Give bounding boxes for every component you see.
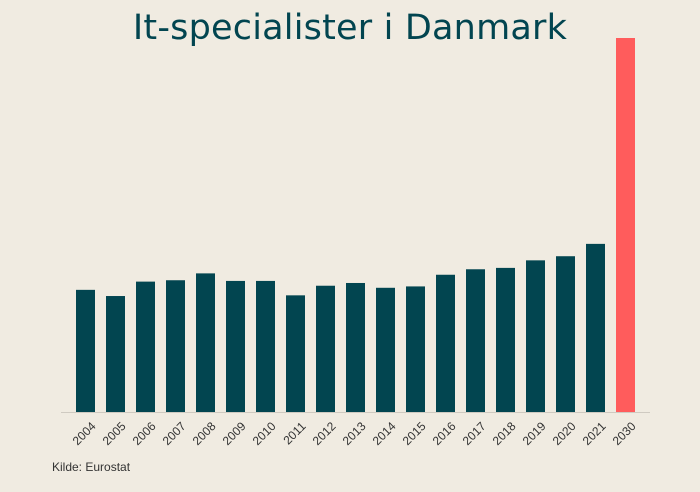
x-tick-label-2019: 2019 <box>520 419 549 448</box>
x-tick-label-2012: 2012 <box>310 419 339 448</box>
bar-2008 <box>196 273 215 412</box>
bar-2014 <box>376 287 395 412</box>
bar-2018 <box>496 267 515 412</box>
x-tick-label-2008: 2008 <box>190 419 219 448</box>
bar-2016 <box>436 274 455 412</box>
bar-2005 <box>106 296 125 412</box>
bar-2030 <box>616 38 635 412</box>
bar-2020 <box>556 256 575 412</box>
x-tick-label-2010: 2010 <box>250 419 279 448</box>
x-tick-label-2013: 2013 <box>340 419 369 448</box>
bar-2011 <box>286 295 305 412</box>
source-note: Kilde: Eurostat <box>52 460 131 474</box>
x-tick-label-2004: 2004 <box>70 419 99 448</box>
bar-2012 <box>316 285 335 412</box>
x-tick-label-2009: 2009 <box>220 419 249 448</box>
x-tick-label-2005: 2005 <box>100 419 129 448</box>
chart-title: It-specialister i Danmark <box>132 8 568 48</box>
x-tick-label-2021: 2021 <box>580 419 609 448</box>
bar-2007 <box>166 280 185 412</box>
bar-2017 <box>466 269 485 412</box>
bar-2009 <box>226 280 245 412</box>
x-tick-label-2006: 2006 <box>130 419 159 448</box>
x-tick-label-2030: 2030 <box>610 419 639 448</box>
x-tick-label-2014: 2014 <box>370 419 399 448</box>
x-tick-label-2018: 2018 <box>490 419 519 448</box>
x-tick-labels: 2004 2005 2006 2007 2008 2009 2010 2011 2012 2013… <box>70 419 639 448</box>
bar-2013 <box>346 282 365 412</box>
bar-2015 <box>406 286 425 412</box>
x-tick-label-2020: 2020 <box>550 419 579 448</box>
x-tick-label-2015: 2015 <box>400 419 429 448</box>
bar-2004 <box>76 289 95 412</box>
bar-2006 <box>136 281 155 412</box>
bars-group <box>76 38 635 412</box>
bar-2021 <box>586 243 605 412</box>
x-tick-label-2016: 2016 <box>430 419 459 448</box>
x-tick-label-2017: 2017 <box>460 419 489 448</box>
x-tick-label-2011: 2011 <box>280 419 308 447</box>
bar-2019 <box>526 260 545 412</box>
x-tick-label-2007: 2007 <box>160 419 189 448</box>
bar-2010 <box>256 280 275 412</box>
